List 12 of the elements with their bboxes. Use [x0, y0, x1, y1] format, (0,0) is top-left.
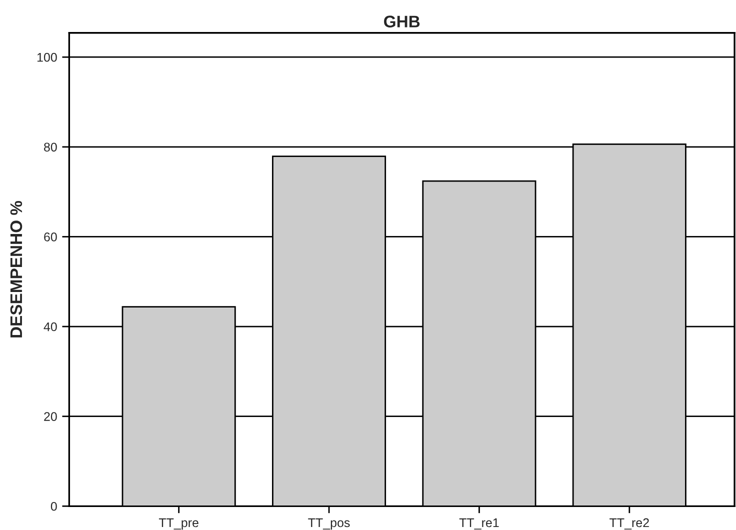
chart-title: GHB	[384, 16, 420, 28]
x-tick-label: TT_re1	[459, 518, 499, 530]
y-tick-label: 100	[37, 52, 57, 62]
x-tick-label: TT_pre	[158, 518, 198, 530]
y-tick-label: 40	[44, 322, 57, 332]
y-tick-label: 60	[44, 232, 57, 242]
y-axis-title: DESEMPENHO %	[10, 200, 22, 338]
y-tick-label: 0	[50, 502, 57, 511]
x-tick-label: TT_pos	[308, 518, 350, 530]
x-tick-label: TT_re2	[610, 518, 649, 530]
y-tick-label: 80	[44, 142, 57, 152]
y-tick-label: 20	[44, 412, 57, 421]
